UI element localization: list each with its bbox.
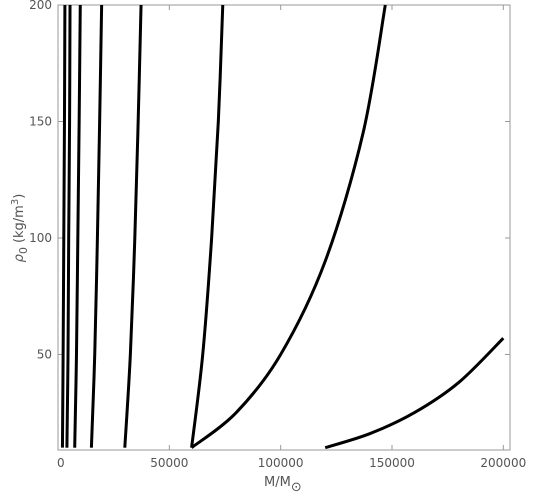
x-tick-label: 150000 <box>369 456 415 470</box>
series-line-8 <box>324 337 505 450</box>
y-axis-label-units-sup: 3 <box>10 199 21 205</box>
y-axis-label-main: ρ <box>12 253 27 262</box>
y-axis-ticks: 50 100 150 200 <box>29 0 510 361</box>
x-axis-ticks: 0 50000 100000 150000 200000 <box>57 5 526 470</box>
x-tick-label: 0 <box>57 456 65 470</box>
series-line-6 <box>190 4 225 448</box>
x-axis-label-main: M/M <box>264 475 291 490</box>
series-line-7 <box>190 4 387 449</box>
y-axis-label-units-close: ) <box>12 194 27 199</box>
x-axis-label-subscript: ⊙ <box>291 480 302 495</box>
y-axis-label-subscript: 0 <box>17 247 30 254</box>
y-axis-label: ρ0 (kg/m3) <box>10 194 30 263</box>
x-axis-label: M/M⊙ <box>264 475 302 495</box>
x-tick-label: 100000 <box>258 456 304 470</box>
series-line-5 <box>123 4 143 448</box>
series-line-4 <box>89 4 104 448</box>
y-tick-label: 100 <box>29 231 52 245</box>
y-tick-label: 50 <box>37 347 52 361</box>
x-tick-label: 200000 <box>480 456 526 470</box>
y-tick-label: 150 <box>29 114 52 128</box>
series-line-2 <box>65 4 72 448</box>
x-tick-label: 50000 <box>150 456 188 470</box>
y-axis-label-units: (kg/m <box>12 205 27 243</box>
y-tick-label: 200 <box>29 0 52 12</box>
series-line-3 <box>73 4 82 448</box>
series-line-1 <box>60 4 67 448</box>
series-group <box>60 4 505 450</box>
plot-frame <box>57 4 511 451</box>
